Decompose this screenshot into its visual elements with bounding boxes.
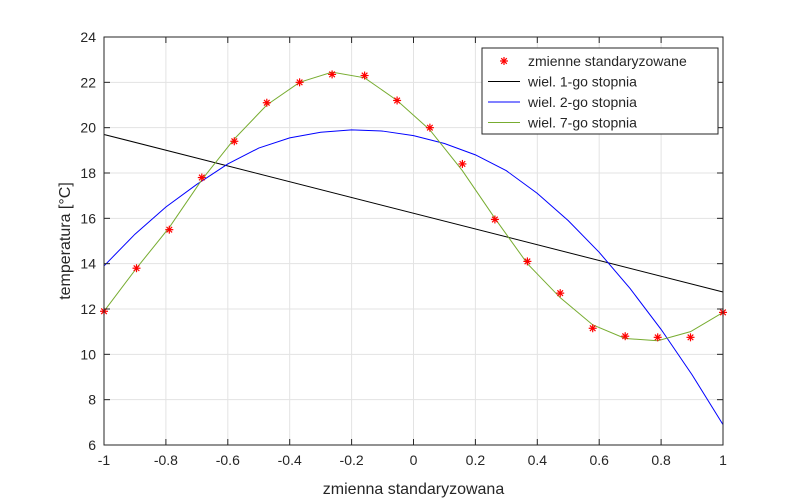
series-line-2 <box>103 129 724 425</box>
x-tick-label: 1 <box>719 452 727 468</box>
y-tick-label: 18 <box>80 165 96 181</box>
legend: zmienne standaryzowane wiel. 1-go stopnia… <box>481 47 719 135</box>
data-point <box>458 159 467 168</box>
x-tick-label: -0.2 <box>340 452 364 468</box>
y-tick-label: 22 <box>80 74 96 90</box>
data-point <box>360 71 369 80</box>
x-tick-label: 0.8 <box>651 452 671 468</box>
data-point <box>425 123 434 132</box>
data-point <box>262 98 271 107</box>
data-point <box>686 333 695 342</box>
x-tick-label: -1 <box>98 452 111 468</box>
data-point <box>653 333 662 342</box>
x-tick-label: -0.4 <box>278 452 302 468</box>
y-tick-label: 10 <box>80 346 96 362</box>
data-point <box>621 332 630 341</box>
y-tick-label: 20 <box>80 120 96 136</box>
legend-box <box>481 47 719 135</box>
x-tick-label: 0.4 <box>528 452 548 468</box>
x-tick-label: 0.6 <box>589 452 609 468</box>
legend-entry-label: wiel. 1-go stopnia <box>527 74 637 90</box>
data-point <box>588 324 597 333</box>
x-tick-label: -0.8 <box>154 452 178 468</box>
x-tick-label: -0.6 <box>216 452 240 468</box>
y-tick-label: 12 <box>80 301 96 317</box>
data-point <box>393 96 402 105</box>
data-point <box>197 173 206 182</box>
series-markers <box>100 70 727 342</box>
legend-entry-label: zmienne standaryzowane <box>528 53 687 69</box>
y-tick-label: 8 <box>88 392 96 408</box>
data-point <box>295 78 304 87</box>
series-line-3 <box>103 71 724 342</box>
x-axis-label: zmienna standaryzowana <box>323 481 505 498</box>
y-tick-label: 16 <box>80 210 96 226</box>
ticks: -1 -0.8 -0.6 -0.4 -0.2 0 0.2 0.4 0.6 0.8 168101214… <box>80 29 727 468</box>
y-tick-label: 24 <box>80 29 96 45</box>
x-tick-label: 0.2 <box>466 452 486 468</box>
x-tick-label: 0 <box>410 452 418 468</box>
data-point <box>523 257 532 266</box>
y-axis-label: temperatura [°C] <box>57 182 74 300</box>
y-tick-label: 14 <box>80 256 96 272</box>
legend-marker <box>500 57 508 65</box>
y-tick-label: 6 <box>88 437 96 453</box>
series-line-1 <box>103 133 724 293</box>
legend-entry-label: wiel. 2-go stopnia <box>527 94 637 110</box>
series-layer <box>100 70 727 425</box>
data-point <box>328 70 337 79</box>
data-point <box>230 137 239 146</box>
data-point <box>490 215 499 224</box>
data-point <box>132 264 141 273</box>
legend-entry-label: wiel. 7-go stopnia <box>527 115 637 131</box>
data-point <box>165 225 174 234</box>
data-point <box>556 289 565 298</box>
